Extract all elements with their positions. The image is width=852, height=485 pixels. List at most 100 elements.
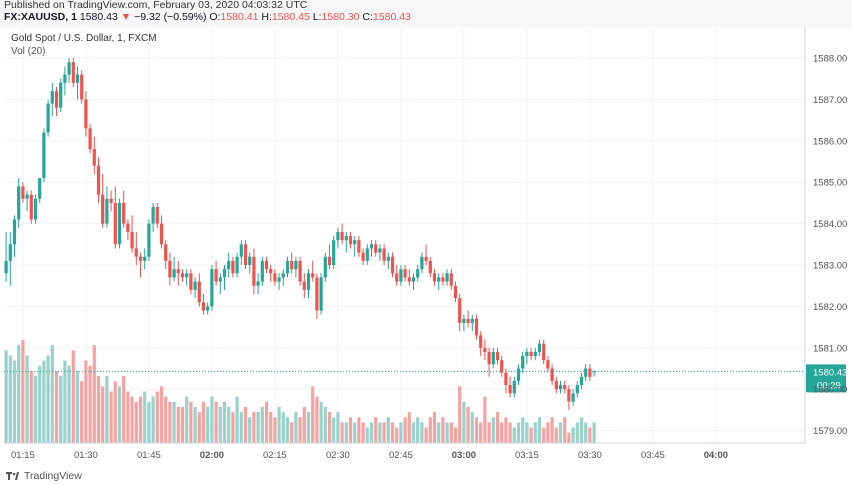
volume-bar (588, 427, 592, 443)
volume-bar (432, 412, 437, 443)
candle-body (206, 306, 210, 311)
x-tick-label: 04:00 (704, 450, 728, 461)
volume-bar (407, 412, 411, 443)
volume-bar (411, 422, 416, 443)
volume-bar (306, 412, 311, 443)
candle-body (42, 132, 46, 179)
candle-body (390, 256, 395, 274)
volume-bar (63, 360, 67, 443)
volume-bar (483, 396, 487, 443)
symbol-label: FX:XAUUSD, 1 (4, 11, 77, 23)
y-tick-label: 1584.00 (813, 219, 847, 230)
candle-body (189, 273, 193, 290)
volume-bar (491, 417, 495, 443)
volume-bar (495, 412, 500, 443)
candle-body (474, 318, 479, 336)
candle-body (399, 269, 403, 282)
volume-bar (214, 401, 218, 443)
chart-legend-title: Gold Spot / U.S. Dollar, 1, FXCM (11, 33, 157, 44)
candle-body (193, 281, 197, 290)
last-price-line: 1580.43 00:29 (4, 364, 847, 393)
candle-body (218, 277, 222, 282)
volume-bar (168, 401, 172, 443)
candle-body (348, 236, 353, 245)
published-line: Published on TradingView.com, February 0… (4, 0, 308, 11)
volume-bar (348, 417, 353, 443)
candle-body (479, 335, 483, 348)
volume-bar (420, 422, 424, 443)
volume-bar (487, 422, 491, 443)
volume-bar (525, 422, 529, 443)
volume-bar (470, 412, 474, 443)
candle-body (588, 368, 592, 377)
candle-body (584, 368, 588, 377)
close-value: 1580.43 (372, 11, 411, 23)
volume-bar (327, 412, 332, 443)
volume-bar (479, 422, 483, 443)
volume-bar (147, 401, 151, 443)
candle-body (428, 260, 432, 274)
candle-body (151, 207, 155, 224)
volume-bar (533, 422, 537, 443)
candle-body (470, 318, 474, 323)
low-value: 1580.30 (321, 11, 360, 23)
candle-body (575, 385, 579, 394)
volume-bar (386, 417, 390, 443)
x-tick-label: 02:30 (326, 450, 350, 461)
candle-body (46, 103, 50, 133)
volume-bar (243, 406, 248, 443)
open-label: O: (209, 11, 221, 23)
volume-bar (395, 427, 399, 443)
volume-bar (416, 417, 420, 443)
candle-body (159, 223, 164, 245)
candle-body (126, 223, 130, 232)
y-tick-label: 1583.00 (813, 261, 847, 272)
candle-body (63, 74, 67, 83)
candle-body (458, 298, 462, 323)
candle-body (172, 269, 176, 278)
candle-body (290, 260, 294, 270)
x-tick-label: 02:00 (200, 450, 224, 461)
candle-body (92, 149, 96, 166)
volume-bar (390, 422, 395, 443)
candle-body (285, 260, 290, 274)
candle-body (369, 244, 374, 249)
footer-bar (0, 467, 852, 485)
candle-body (252, 256, 256, 286)
volume-bar (269, 412, 273, 443)
candle-body (319, 277, 323, 311)
candle-body (529, 351, 533, 357)
candle-body (542, 343, 546, 361)
volume-bar (344, 422, 348, 443)
candle-body (336, 231, 340, 241)
candle-body (80, 74, 84, 100)
volume-bar (75, 370, 80, 443)
candle-body (567, 389, 571, 402)
volume-bar (323, 406, 327, 443)
candle-body (424, 256, 428, 261)
volume-bar (474, 417, 479, 443)
volume-bar (206, 406, 210, 443)
volume-bar (8, 355, 12, 443)
high-value: 1580.45 (271, 11, 310, 23)
close-label: C: (362, 11, 373, 23)
volume-bar (273, 417, 277, 443)
candle-body (38, 178, 42, 199)
volume-bar (378, 422, 382, 443)
candle-body (185, 273, 189, 278)
open-value: 1580.41 (220, 11, 259, 23)
candle-body (147, 223, 151, 257)
volume-bar (264, 401, 269, 443)
candle-body (243, 244, 248, 266)
volume-bar (227, 406, 231, 443)
tradingview-logo[interactable]: TradingView (6, 470, 82, 482)
candle-body (67, 62, 71, 75)
candle-body (294, 260, 298, 270)
price-chart[interactable]: 1580.43 00:29 1579.00 1580.00 1581.00 1582.0… (0, 27, 852, 467)
candle-body (113, 202, 117, 245)
volume-bar (353, 422, 357, 443)
volume-bar (374, 417, 378, 443)
volume-bar (424, 427, 428, 443)
candle-body (327, 256, 332, 266)
candle-body (554, 380, 558, 390)
